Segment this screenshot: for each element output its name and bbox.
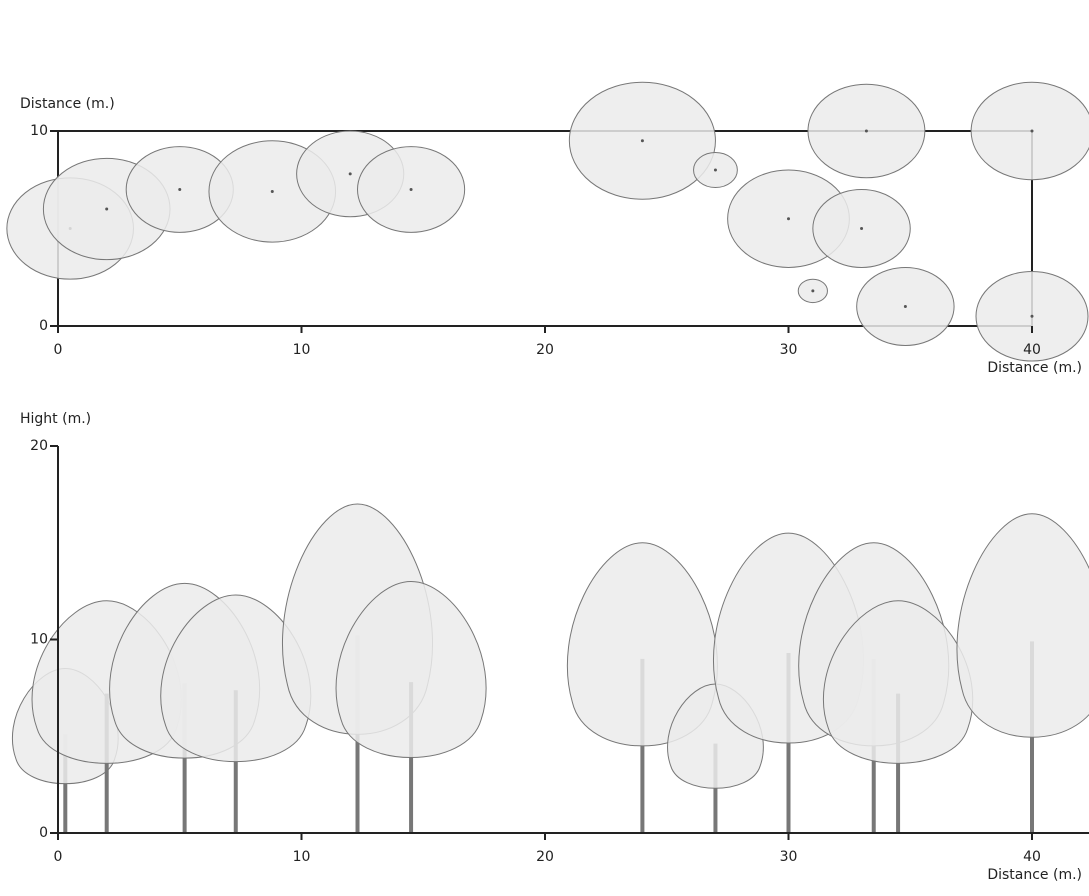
y-tick-label: 20	[30, 438, 48, 454]
x-tick-label: 30	[780, 849, 798, 865]
tree-trunk-point	[860, 227, 864, 230]
x-tick-label: 40	[1023, 342, 1041, 358]
y-axis-label: Distance (m.)	[20, 96, 115, 112]
x-tick-label: 10	[293, 342, 311, 358]
tree-trunk-point	[787, 217, 790, 221]
x-axis-label: Distance (m.)	[987, 360, 1082, 376]
x-tick-label: 20	[536, 849, 554, 865]
tree-trunk-point	[713, 168, 717, 172]
tree-trunk-point	[1030, 129, 1034, 133]
x-tick-label: 0	[54, 342, 63, 358]
x-tick-label: 30	[780, 342, 798, 358]
tree-trunk-point	[409, 188, 413, 191]
x-tick-label: 40	[1023, 849, 1041, 865]
tree-trunk-point	[864, 129, 868, 133]
tree-trunk-point	[903, 305, 907, 308]
tree-trunk-point	[105, 207, 109, 211]
tree-trunk-point	[640, 139, 644, 143]
tree-crown	[970, 81, 1089, 181]
tree-trunk-point	[178, 188, 182, 191]
y-tick-label: 0	[39, 825, 48, 841]
x-tick-label: 20	[536, 342, 554, 358]
x-tick-label: 0	[54, 849, 63, 865]
tree-crown	[956, 513, 1089, 738]
tree-trunk-point	[1030, 314, 1034, 318]
y-tick-label: 10	[30, 123, 48, 139]
tree-trunk-point	[811, 289, 815, 293]
tree-crown	[335, 580, 487, 758]
tree-trunk-point	[270, 189, 274, 193]
x-axis-label: Distance (m.)	[987, 867, 1082, 883]
y-tick-label: 0	[39, 318, 48, 334]
x-tick-label: 10	[293, 849, 311, 865]
y-axis-label: Hight (m.)	[20, 411, 91, 427]
tree-crown	[567, 542, 718, 747]
tree-trunk-point	[348, 172, 352, 176]
y-tick-label: 10	[30, 632, 48, 648]
